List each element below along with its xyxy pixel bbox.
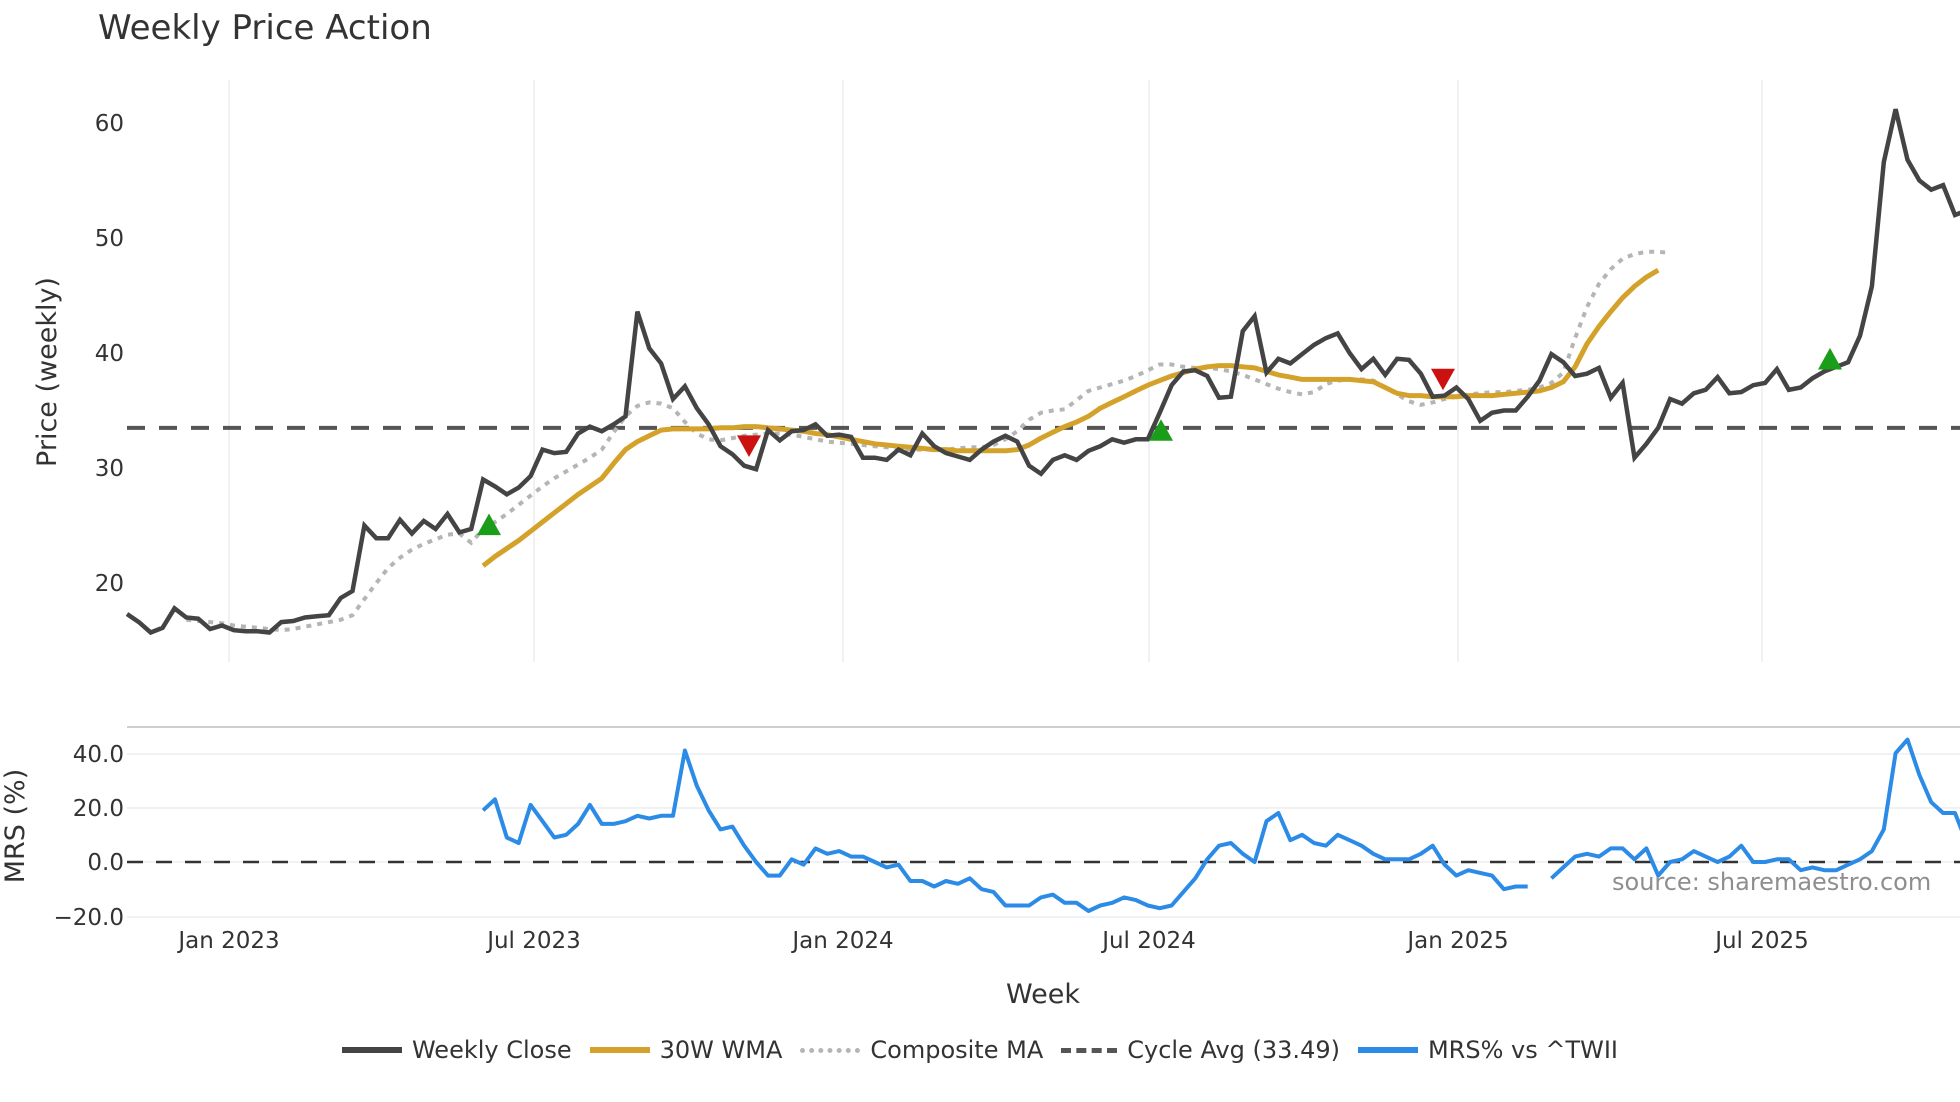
mrs-swatch-icon — [1357, 1047, 1418, 1053]
price-tick-20: 20 — [95, 571, 124, 597]
legend-item-composite-ma[interactable]: Composite MA — [800, 1036, 1043, 1064]
sell-signal-triangle-down-icon — [737, 435, 761, 457]
x-tick-jul-2024: Jul 2024 — [1100, 928, 1196, 954]
price-y-ticks: 60 50 40 30 20 — [95, 111, 124, 597]
price-y-axis-label: Price (weekly) — [32, 277, 63, 467]
mrs-y-axis-label: MRS (%) — [0, 769, 31, 884]
watermark: source: sharemaestro.com — [1612, 868, 1931, 896]
price-gridlines — [228, 80, 1763, 662]
price-tick-40: 40 — [95, 341, 124, 367]
legend-item-cycle-avg[interactable]: Cycle Avg (33.49) — [1061, 1036, 1340, 1064]
legend-item-30w-wma[interactable]: 30W WMA — [589, 1036, 783, 1064]
legend-item-weekly-close[interactable]: Weekly Close — [341, 1036, 572, 1064]
mrs-tick-40: 40.0 — [73, 742, 124, 768]
chart-title: Weekly Price Action — [98, 8, 432, 48]
x-tick-jan-2023: Jan 2023 — [176, 928, 279, 954]
mrs-gridlines — [127, 753, 1960, 918]
mrs-tick-20: 20.0 — [73, 796, 124, 822]
x-axis-label: Week — [1006, 979, 1080, 1010]
weekly-close-line — [125, 108, 1960, 636]
x-tick-jan-2024: Jan 2024 — [790, 928, 893, 954]
mrs-line — [1550, 737, 1960, 880]
legend-label: Cycle Avg (33.49) — [1127, 1036, 1340, 1064]
legend: Weekly Close 30W WMA Composite MA Cycle … — [0, 1036, 1960, 1064]
price-tick-30: 30 — [95, 456, 124, 482]
x-ticks: Jan 2023 Jul 2023 Jan 2024 Jul 2024 Jan … — [176, 928, 1808, 954]
price-tick-50: 50 — [95, 226, 124, 252]
legend-label: Composite MA — [870, 1036, 1044, 1064]
price-tick-60: 60 — [95, 111, 124, 137]
composite-ma-swatch-icon — [800, 1047, 861, 1053]
x-tick-jul-2023: Jul 2023 — [485, 928, 581, 954]
x-tick-jul-2025: Jul 2025 — [1713, 928, 1809, 954]
buy-signal-triangle-up-icon — [477, 513, 501, 536]
legend-label: MRS% vs ^TWII — [1427, 1036, 1619, 1064]
wma-swatch-icon — [589, 1047, 650, 1053]
mrs-tick-0: 0.0 — [87, 850, 124, 876]
mrs-line — [481, 748, 1528, 913]
cycle-avg-swatch-icon — [1061, 1047, 1118, 1053]
legend-label: 30W WMA — [659, 1036, 783, 1064]
buy-signal-triangle-up-icon — [1818, 347, 1842, 370]
mrs-y-ticks: 40.0 20.0 0.0 −20.0 — [54, 742, 124, 931]
mrs-tick-neg20: −20.0 — [54, 905, 124, 931]
price-series — [125, 108, 1960, 636]
weekly-close-swatch-icon — [341, 1047, 402, 1053]
legend-label: Weekly Close — [411, 1036, 572, 1064]
buy-signal-triangle-up-icon — [1149, 419, 1173, 441]
mrs-series — [127, 737, 1960, 913]
legend-item-mrs[interactable]: MRS% vs ^TWII — [1357, 1036, 1619, 1064]
x-tick-jan-2025: Jan 2025 — [1405, 928, 1508, 954]
sell-signal-triangle-down-icon — [1431, 368, 1455, 391]
